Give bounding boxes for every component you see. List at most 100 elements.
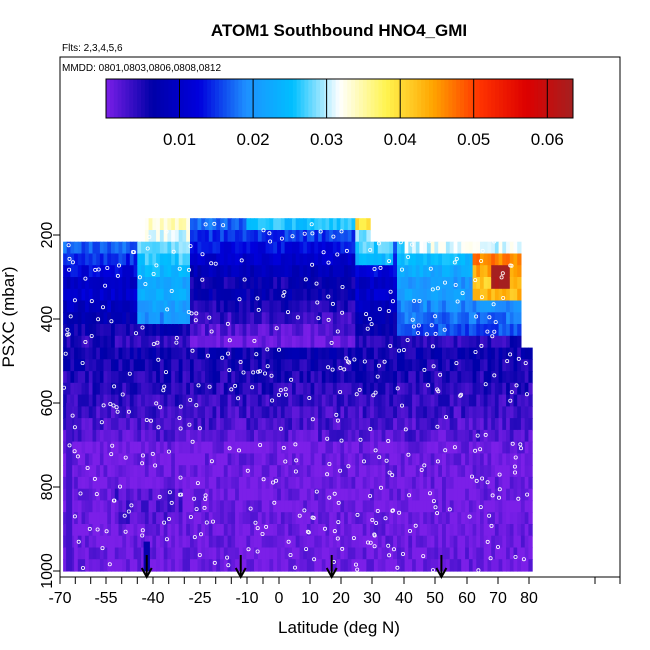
heatmap-cell: [88, 288, 94, 302]
heatmap-cell: [246, 406, 251, 419]
heatmap-cell: [344, 359, 349, 372]
heatmap-cell: [235, 253, 240, 266]
heatmap-cell: [299, 476, 304, 490]
sample-point: [229, 387, 234, 392]
sample-point: [190, 439, 195, 444]
heatmap-cell: [366, 500, 371, 513]
heatmap-cell: [254, 324, 259, 337]
sample-point: [368, 540, 373, 545]
heatmap-cell: [370, 488, 375, 502]
heatmap-cell: [231, 559, 236, 572]
sample-point: [127, 371, 132, 376]
heatmap-cell: [325, 476, 330, 490]
heatmap-cell: [114, 277, 120, 290]
heatmap-cell: [197, 277, 202, 290]
heatmap-cell: [321, 382, 327, 396]
heatmap-cell: [303, 253, 308, 266]
heatmap-cell: [336, 253, 341, 266]
heatmap-cell: [461, 429, 466, 443]
heatmap-cell: [362, 547, 367, 560]
heatmap-cell: [329, 512, 334, 525]
colorbar-segment: [401, 79, 407, 118]
heatmap-cell: [144, 324, 150, 337]
heatmap-cell: [355, 441, 360, 454]
heatmap-cell: [129, 347, 135, 360]
heatmap-cell: [465, 277, 470, 290]
heatmap-cell: [144, 394, 150, 407]
colorbar-segment: [121, 79, 126, 118]
heatmap-cell: [295, 488, 300, 502]
heatmap-cell: [513, 277, 518, 290]
sample-point: [92, 476, 97, 481]
heatmap-cell: [506, 559, 511, 572]
sample-point: [227, 368, 232, 373]
sample-point: [339, 229, 344, 234]
heatmap-cell: [415, 371, 421, 384]
heatmap-cell: [517, 465, 522, 478]
heatmap-cell: [156, 441, 161, 454]
heatmap-cell: [472, 277, 477, 290]
heatmap-cell: [107, 524, 112, 537]
heatmap-cell: [366, 394, 371, 407]
heatmap-cell: [216, 324, 221, 337]
heatmap-cell: [254, 524, 259, 537]
heatmap-cell: [377, 312, 383, 325]
heatmap-cell: [336, 359, 341, 372]
heatmap-cell: [408, 265, 413, 278]
heatmap-cell: [412, 347, 417, 360]
heatmap-cell: [273, 382, 278, 396]
heatmap-cell: [238, 277, 244, 290]
heatmap-cell: [103, 559, 108, 572]
heatmap-cell: [197, 512, 202, 525]
heatmap-cell: [370, 500, 375, 513]
heatmap-cell: [223, 382, 229, 396]
heatmap-cell: [393, 371, 398, 384]
heatmap-cell: [517, 559, 522, 572]
heatmap-cell: [480, 512, 485, 525]
heatmap-cell: [517, 535, 522, 549]
heatmap-cell: [250, 429, 255, 443]
sample-point: [67, 443, 72, 448]
heatmap-cell: [182, 277, 187, 290]
heatmap-cell: [201, 277, 206, 290]
heatmap-cell: [96, 300, 101, 313]
heatmap-cell: [269, 406, 274, 419]
sample-point: [197, 553, 202, 558]
heatmap-cell: [273, 335, 278, 349]
heatmap-cell: [212, 512, 217, 525]
heatmap-cell: [426, 429, 432, 443]
sample-point: [227, 338, 232, 343]
heatmap-cell: [288, 230, 293, 243]
heatmap-cell: [107, 265, 112, 278]
sample-point: [443, 448, 448, 453]
heatmap-cell: [235, 429, 240, 443]
heatmap-cell: [231, 277, 236, 290]
heatmap-cell: [156, 476, 161, 490]
heatmap-cell: [434, 406, 439, 419]
heatmap-cell: [118, 312, 123, 325]
heatmap-cell: [159, 241, 165, 255]
sample-point: [156, 425, 161, 430]
heatmap-cell: [520, 418, 526, 431]
heatmap-cell: [423, 300, 428, 313]
heatmap-cell: [292, 277, 297, 290]
heatmap-cell: [167, 512, 172, 525]
sample-point: [489, 523, 494, 528]
heatmap-cell: [292, 429, 297, 443]
sample-point: [194, 507, 199, 512]
heatmap-cell: [269, 394, 274, 407]
heatmap-cell: [430, 371, 435, 384]
heatmap-cell: [381, 559, 386, 572]
heatmap-cell: [314, 418, 319, 431]
sample-point: [177, 415, 182, 420]
sample-point: [162, 384, 167, 389]
heatmap-cell: [288, 453, 293, 466]
heatmap-cell: [295, 371, 300, 384]
heatmap-cell: [152, 265, 157, 278]
heatmap-cell: [227, 488, 232, 502]
colorbar-segment: [390, 79, 395, 118]
heatmap-cell: [190, 300, 195, 313]
heatmap-cell: [426, 288, 432, 302]
heatmap-cell: [359, 288, 364, 302]
heatmap-cell: [122, 335, 127, 349]
